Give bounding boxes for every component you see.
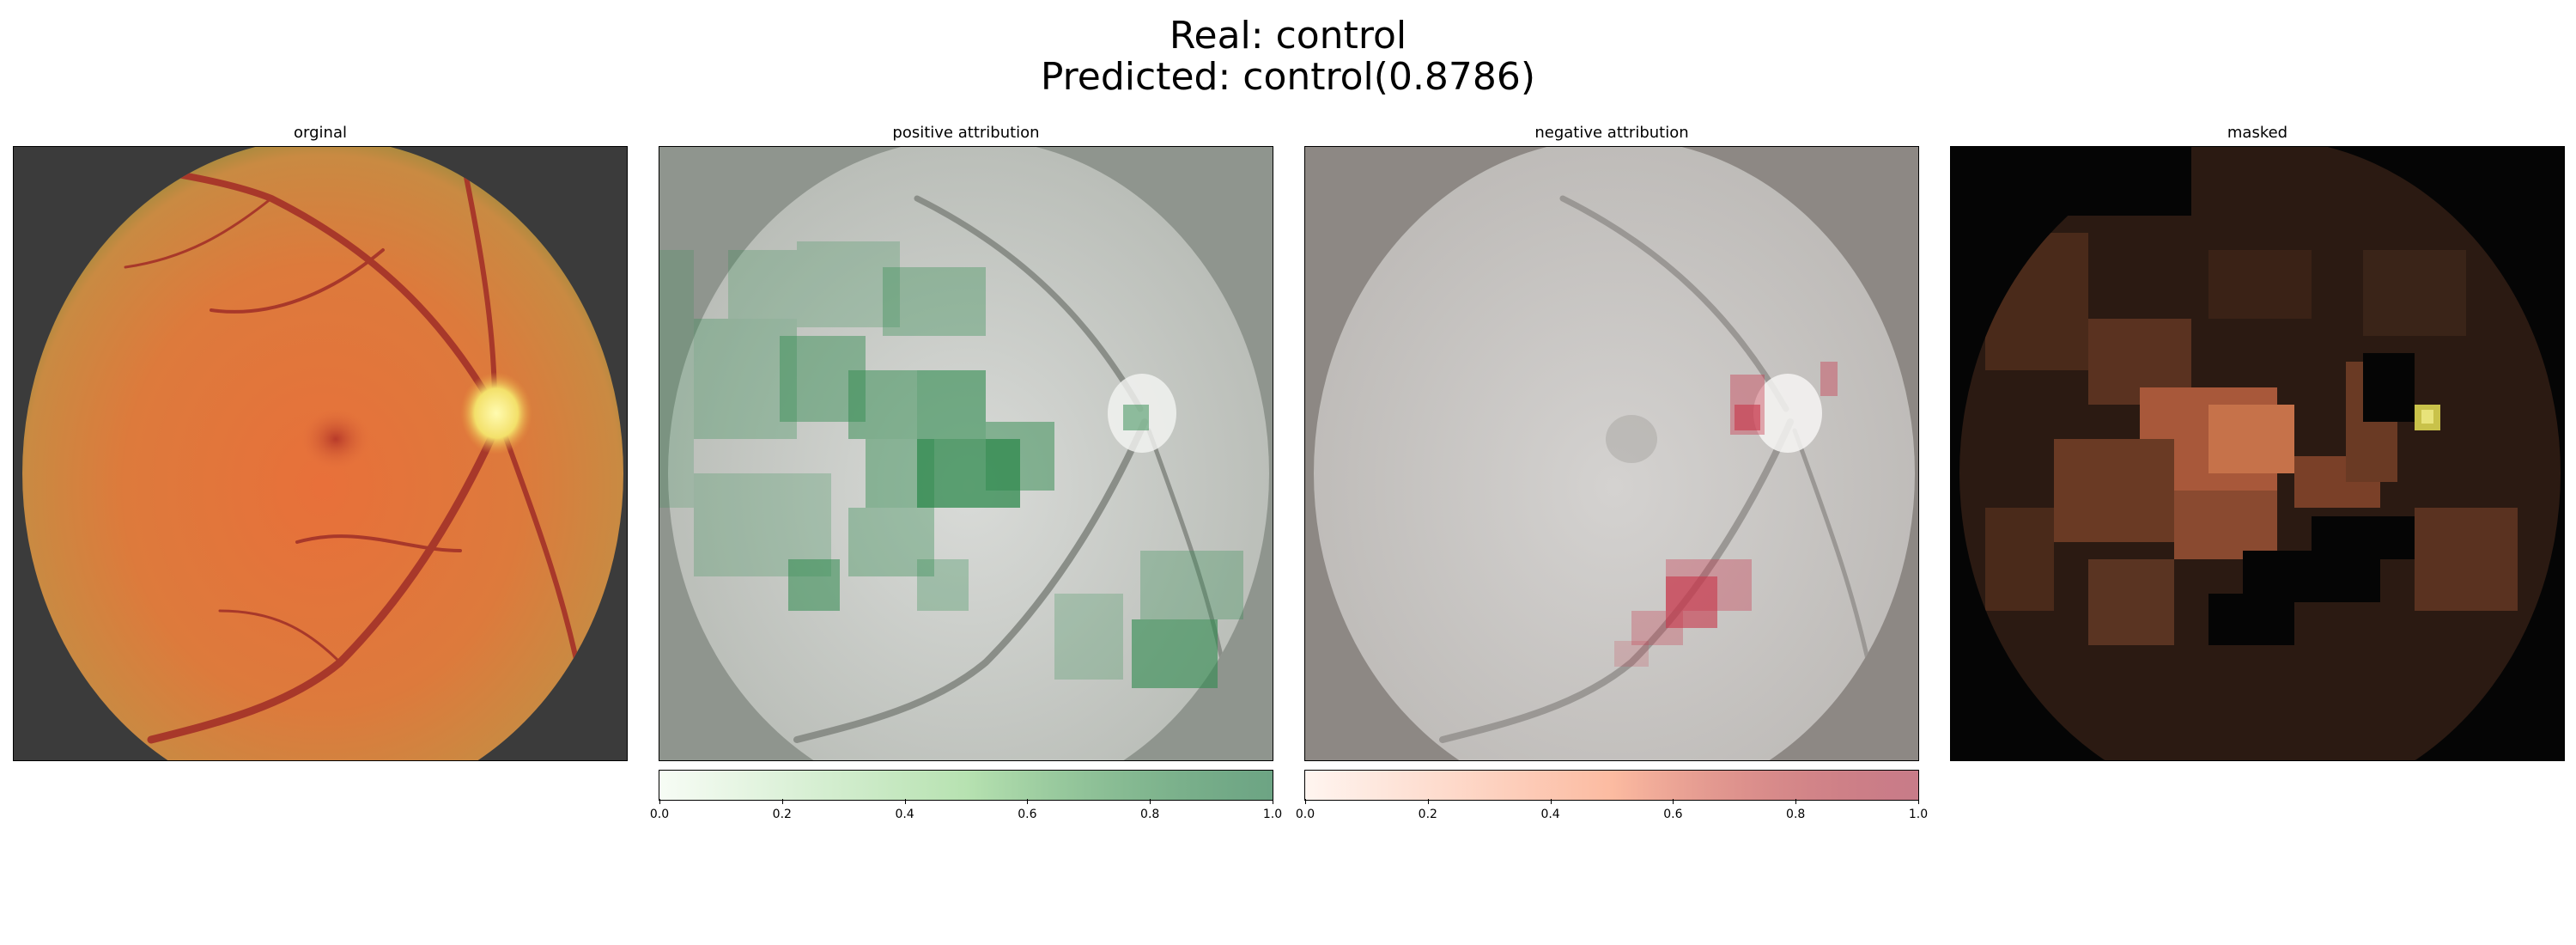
colorbar-tick: [659, 799, 660, 804]
colorbar-tick-label: 0.8: [1140, 808, 1160, 821]
colorbar-tick: [904, 799, 906, 804]
negative-colorbar: [1304, 770, 1919, 801]
colorbar-tick-label: 1.0: [1262, 808, 1283, 821]
colorbar-tick: [1027, 799, 1029, 804]
original-fundus-image: [13, 146, 628, 761]
colorbar-tick-label: 0.0: [1295, 808, 1315, 821]
colorbar-tick-label: 0.4: [895, 808, 914, 821]
colorbar-tick-label: 0.8: [1786, 808, 1806, 821]
negative-attribution-map: [1304, 146, 1919, 761]
figure-title-predicted: Predicted: control(0.8786): [1040, 55, 1536, 99]
positive-attribution-map: [659, 146, 1273, 761]
panel-title-original: orginal: [294, 124, 347, 142]
colorbar-tick: [1795, 799, 1797, 804]
colorbar-tick: [1150, 799, 1151, 804]
panel-title-negative: negative attribution: [1534, 124, 1689, 142]
colorbar-tick: [781, 799, 783, 804]
colorbar-tick-label: 0.2: [1418, 808, 1437, 821]
colorbar-tick: [1673, 799, 1674, 804]
positive-colorbar: [659, 770, 1273, 801]
colorbar-tick-label: 0.0: [649, 808, 670, 821]
colorbar-tick-label: 0.6: [1018, 808, 1037, 821]
colorbar-tick-label: 0.2: [772, 808, 792, 821]
colorbar-tick: [1550, 799, 1552, 804]
colorbar-tick-label: 0.6: [1663, 808, 1683, 821]
panel-title-positive: positive attribution: [892, 124, 1040, 142]
colorbar-tick-label: 0.4: [1540, 808, 1560, 821]
colorbar-tick-label: 1.0: [1908, 808, 1929, 821]
panel-title-masked: masked: [2227, 124, 2288, 142]
figure-title-real: Real: control: [1169, 14, 1407, 58]
colorbar-tick: [1305, 799, 1306, 804]
colorbar-tick: [1427, 799, 1429, 804]
colorbar-tick: [1918, 799, 1919, 804]
masked-image: [1950, 146, 2565, 761]
